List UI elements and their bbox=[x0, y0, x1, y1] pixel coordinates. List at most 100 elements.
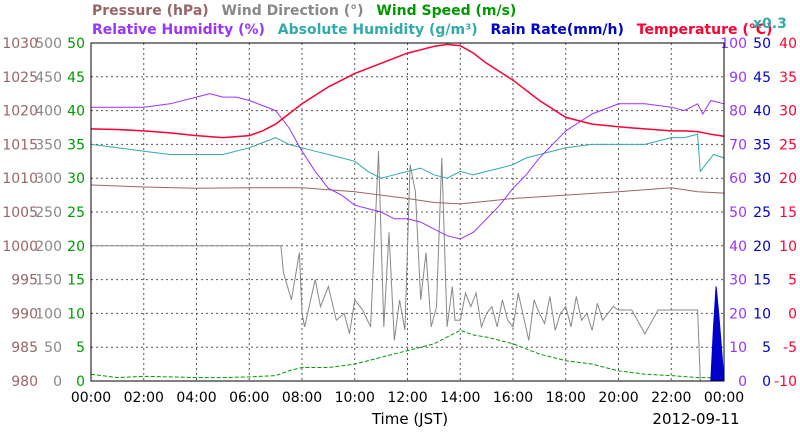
x-tick-label: 22:00 bbox=[651, 390, 691, 406]
x-tick-label: 18:00 bbox=[546, 390, 586, 406]
left-tick-label: 980 bbox=[11, 374, 38, 390]
right-tick-label: 10 bbox=[753, 306, 771, 322]
left-tick-label: 350 bbox=[35, 137, 62, 153]
right-tick-label: 30 bbox=[779, 104, 797, 120]
right-tick-label: -10 bbox=[774, 374, 797, 390]
legend-row-2: Relative Humidity (%) Absolute Humidity … bbox=[92, 22, 772, 38]
right-tick-label: 90 bbox=[729, 70, 747, 86]
x-tick-label: 08:00 bbox=[282, 390, 322, 406]
right-tick-label: 20 bbox=[729, 306, 747, 322]
plot-frame bbox=[90, 42, 725, 382]
date-label: 2012-09-11 bbox=[652, 410, 739, 428]
left-tick-label: 35 bbox=[67, 137, 85, 153]
x-tick-label: 04:00 bbox=[176, 390, 216, 406]
right-tick-label: 0 bbox=[738, 374, 747, 390]
grid bbox=[91, 43, 724, 381]
left-tick-label: 450 bbox=[35, 70, 62, 86]
wind-direction-line bbox=[91, 151, 724, 382]
right-tick-label: 20 bbox=[779, 171, 797, 187]
left-tick-label: 990 bbox=[11, 306, 38, 322]
right-tick-label: 25 bbox=[779, 137, 797, 153]
left-tick-label: 25 bbox=[67, 205, 85, 221]
right-tick-label: 60 bbox=[729, 171, 747, 187]
legend-pressure: Pressure (hPa) bbox=[92, 3, 209, 19]
right-tick-label: 30 bbox=[729, 273, 747, 289]
right-tick-label: 40 bbox=[779, 36, 797, 52]
left-tick-label: 30 bbox=[67, 171, 85, 187]
right-tick-label: 10 bbox=[729, 340, 747, 356]
x-tick-label: 12:00 bbox=[387, 390, 427, 406]
right-tick-label: 40 bbox=[753, 104, 771, 120]
right-tick-label: 35 bbox=[753, 137, 771, 153]
relative-humidity-line bbox=[91, 93, 725, 240]
right-tick-label: 25 bbox=[753, 205, 771, 221]
right-tick-label: 5 bbox=[762, 340, 771, 356]
left-tick-label: 1010 bbox=[2, 171, 38, 187]
left-tick-label: 200 bbox=[35, 239, 62, 255]
absolute-humidity-line bbox=[90, 133, 725, 179]
legend-rain-rate: Rain Rate(mm/h) bbox=[491, 22, 624, 38]
left-tick-label: 1005 bbox=[2, 205, 38, 221]
right-tick-label: 15 bbox=[779, 205, 797, 221]
right-tick-label: 50 bbox=[753, 36, 771, 52]
right-tick-label: 100 bbox=[720, 36, 747, 52]
left-tick-label: 985 bbox=[11, 340, 38, 356]
right-tick-label: 35 bbox=[779, 70, 797, 86]
right-tick-label: 50 bbox=[729, 205, 747, 221]
x-tick-label: 06:00 bbox=[229, 390, 269, 406]
right-tick-label: 80 bbox=[729, 104, 747, 120]
right-tick-label: -5 bbox=[783, 340, 797, 356]
legend-temperature: Temperature (°C) bbox=[637, 22, 773, 38]
left-tick-label: 995 bbox=[11, 273, 38, 289]
right-tick-label: 5 bbox=[788, 273, 797, 289]
x-axis: 00:00 02:00 04:00 06:00 08:00 10:00 12:00 14:00… bbox=[71, 390, 744, 406]
right-axes: 1009080706050403020100504540353025201510… bbox=[720, 36, 797, 390]
x-tick-label: 16:00 bbox=[493, 390, 533, 406]
x-tick-label: 00:00 bbox=[71, 390, 111, 406]
abs-humidity-scale-note: x0.3 bbox=[753, 16, 787, 32]
left-tick-label: 20 bbox=[67, 239, 85, 255]
left-tick-label: 10 bbox=[67, 306, 85, 322]
left-tick-label: 1020 bbox=[2, 104, 38, 120]
right-tick-label: 15 bbox=[753, 273, 771, 289]
legend-row-1: Pressure (hPa) Wind Direction (°) Wind S… bbox=[92, 3, 516, 19]
left-tick-label: 150 bbox=[35, 273, 62, 289]
right-tick-label: 70 bbox=[729, 137, 747, 153]
x-tick-label: 20:00 bbox=[598, 390, 638, 406]
left-tick-label: 50 bbox=[44, 340, 62, 356]
left-tick-label: 45 bbox=[67, 70, 85, 86]
right-tick-label: 20 bbox=[753, 239, 771, 255]
temperature-line bbox=[90, 43, 725, 139]
left-tick-label: 300 bbox=[35, 171, 62, 187]
right-tick-label: 10 bbox=[779, 239, 797, 255]
left-tick-label: 15 bbox=[67, 273, 85, 289]
right-tick-label: 0 bbox=[788, 306, 797, 322]
legend-relative-humidity: Relative Humidity (%) bbox=[92, 22, 265, 38]
right-tick-label: 45 bbox=[753, 70, 771, 86]
left-tick-label: 0 bbox=[76, 374, 85, 390]
x-tick-label: 14:00 bbox=[440, 390, 480, 406]
x-tick-label: 00:00 bbox=[704, 390, 744, 406]
left-tick-label: 0 bbox=[53, 374, 62, 390]
right-tick-label: 0 bbox=[762, 374, 771, 390]
left-tick-label: 5 bbox=[76, 340, 85, 356]
pressure-line bbox=[90, 184, 725, 205]
legend-absolute-humidity: Absolute Humidity (g/m³) bbox=[278, 22, 478, 38]
left-tick-label: 1025 bbox=[2, 70, 38, 86]
left-axes: 1030102510201015101010051000995990985980… bbox=[2, 36, 85, 390]
left-tick-label: 500 bbox=[35, 36, 62, 52]
right-tick-label: 30 bbox=[753, 171, 771, 187]
x-axis-label: Time (JST) bbox=[371, 410, 448, 428]
left-tick-label: 100 bbox=[35, 306, 62, 322]
left-tick-label: 1030 bbox=[2, 36, 38, 52]
left-tick-label: 50 bbox=[67, 36, 85, 52]
left-tick-label: 1015 bbox=[2, 137, 38, 153]
left-tick-label: 250 bbox=[35, 205, 62, 221]
legend-wind-direction: Wind Direction (°) bbox=[222, 3, 364, 19]
left-tick-label: 1000 bbox=[2, 239, 38, 255]
left-tick-label: 400 bbox=[35, 104, 62, 120]
legend-wind-speed: Wind Speed (m/s) bbox=[376, 3, 516, 19]
x-tick-label: 10:00 bbox=[335, 390, 375, 406]
x-tick-label: 02:00 bbox=[124, 390, 164, 406]
